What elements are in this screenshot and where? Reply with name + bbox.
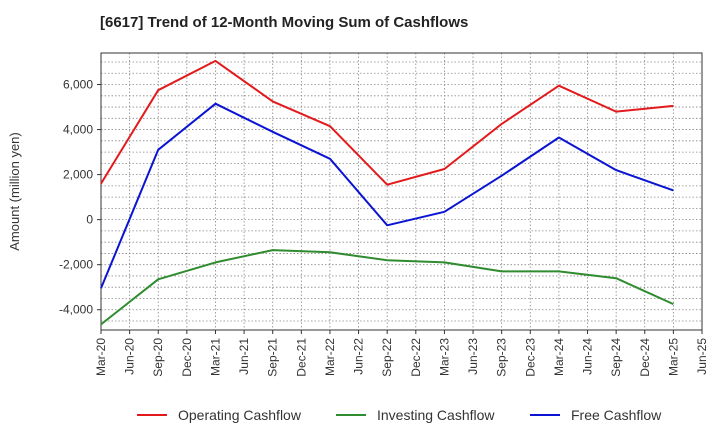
y-tick-label: 0 <box>86 213 93 227</box>
x-tick-label: Jun-25 <box>695 338 709 375</box>
plot-area <box>101 53 702 330</box>
y-tick-label: 6,000 <box>63 78 93 92</box>
x-tick-label: Jun-22 <box>352 338 366 375</box>
legend-label: Operating Cashflow <box>178 407 302 423</box>
x-tick-label: Jun-24 <box>581 338 595 375</box>
legend-label: Investing Cashflow <box>377 407 495 423</box>
y-tick-label: -4,000 <box>59 303 93 317</box>
y-tick-label: 2,000 <box>63 168 93 182</box>
x-tick-label: Jun-20 <box>123 338 137 375</box>
series-line-investing-cashflow <box>100 249 674 326</box>
x-tick-label: Mar-22 <box>323 338 337 376</box>
legend-label: Free Cashflow <box>571 407 662 423</box>
x-tick-label: Jun-21 <box>237 338 251 375</box>
x-tick-label: Sep-24 <box>609 338 623 377</box>
x-tick-label: Sep-20 <box>151 338 165 377</box>
x-tick-label: Mar-20 <box>94 338 108 376</box>
x-tick-label: Mar-24 <box>552 338 566 376</box>
y-tick-label: -2,000 <box>59 258 93 272</box>
x-tick-label: Dec-23 <box>523 338 537 377</box>
x-tick-label: Mar-25 <box>666 338 680 376</box>
x-tick-label: Dec-21 <box>294 338 308 377</box>
plot-frame <box>100 52 703 331</box>
x-tick-label: Jun-23 <box>466 338 480 375</box>
chart-title: [6617] Trend of 12-Month Moving Sum of C… <box>100 14 469 31</box>
x-tick-label: Mar-23 <box>437 338 451 376</box>
x-tick-label: Sep-23 <box>495 338 509 377</box>
x-tick-label: Sep-22 <box>380 338 394 377</box>
y-tick-label: 4,000 <box>63 123 93 137</box>
x-tick-label: Mar-21 <box>208 338 222 376</box>
y-axis-label: Amount (million yen) <box>7 132 22 251</box>
x-tick-label: Dec-22 <box>409 338 423 377</box>
series-line-operating-cashflow <box>100 59 674 186</box>
x-tick-label: Dec-24 <box>638 338 652 377</box>
series-line-free-cashflow <box>100 102 674 289</box>
x-tick-label: Sep-21 <box>266 338 280 377</box>
x-tick-label: Dec-20 <box>180 338 194 377</box>
